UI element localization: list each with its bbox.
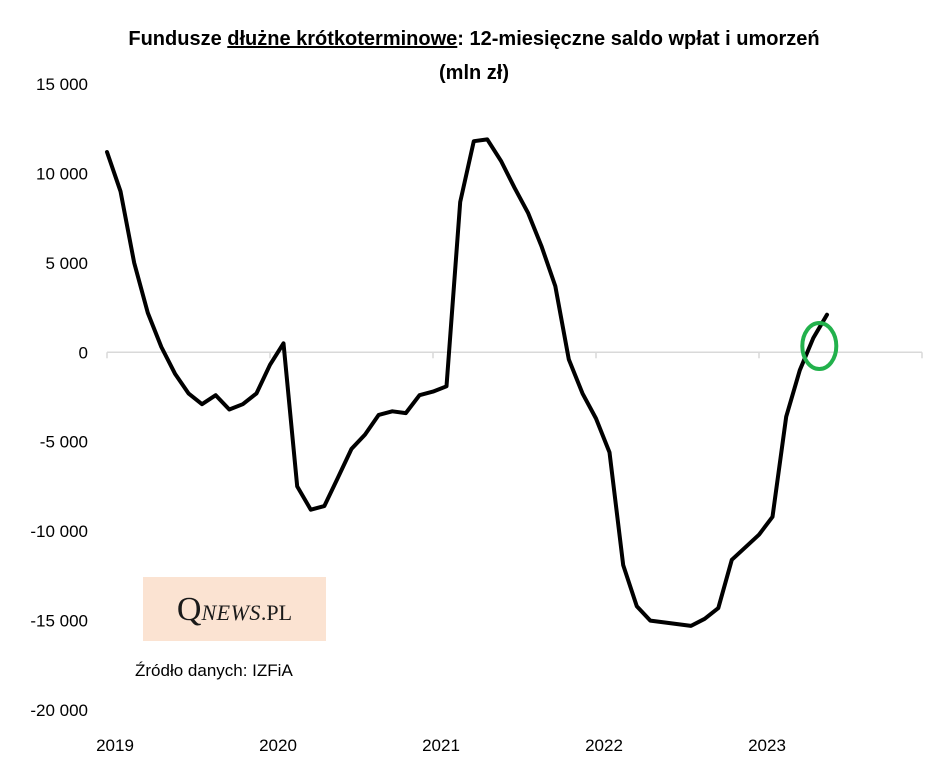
x-tick-label: 2023 [748,736,786,755]
y-tick-label: -5 000 [40,433,88,452]
y-tick-label: -20 000 [30,701,88,720]
y-axis-tick-labels: 15 000 10 000 5 000 0 -5 000 -10 000 -15 000 -2… [30,75,88,720]
y-tick-label: 10 000 [36,164,88,183]
y-tick-label: 0 [79,343,88,362]
series-line [105,137,829,628]
y-tick-label: 15 000 [36,75,88,94]
highlight-circle [800,321,839,372]
x-tick-label: 2021 [422,736,460,755]
y-tick-label: -10 000 [30,522,88,541]
logo-q: Q [176,591,202,628]
data-source-note: Źródło danych: IZFiA [135,661,293,680]
qnews-logo: QNEWS.PL [143,577,326,641]
chart-title: Fundusze dłużne krótkoterminowe: 12-mies… [128,28,820,50]
logo-pl: .PL [260,600,293,625]
chart-title-underlined: dłużne krótkoterminowe [227,28,458,50]
x-tick-label: 2020 [259,736,297,755]
y-tick-label: 5 000 [45,254,88,273]
y-tick-label: -15 000 [30,612,88,631]
chart-title-unit: (mln zł) [439,62,509,84]
x-axis-ticks [106,352,923,359]
x-tick-label: 2022 [585,736,623,755]
x-axis-tick-labels: 2019 2020 2021 2022 2023 [96,736,786,755]
logo-news: NEWS [201,600,261,625]
x-tick-label: 2019 [96,736,134,755]
